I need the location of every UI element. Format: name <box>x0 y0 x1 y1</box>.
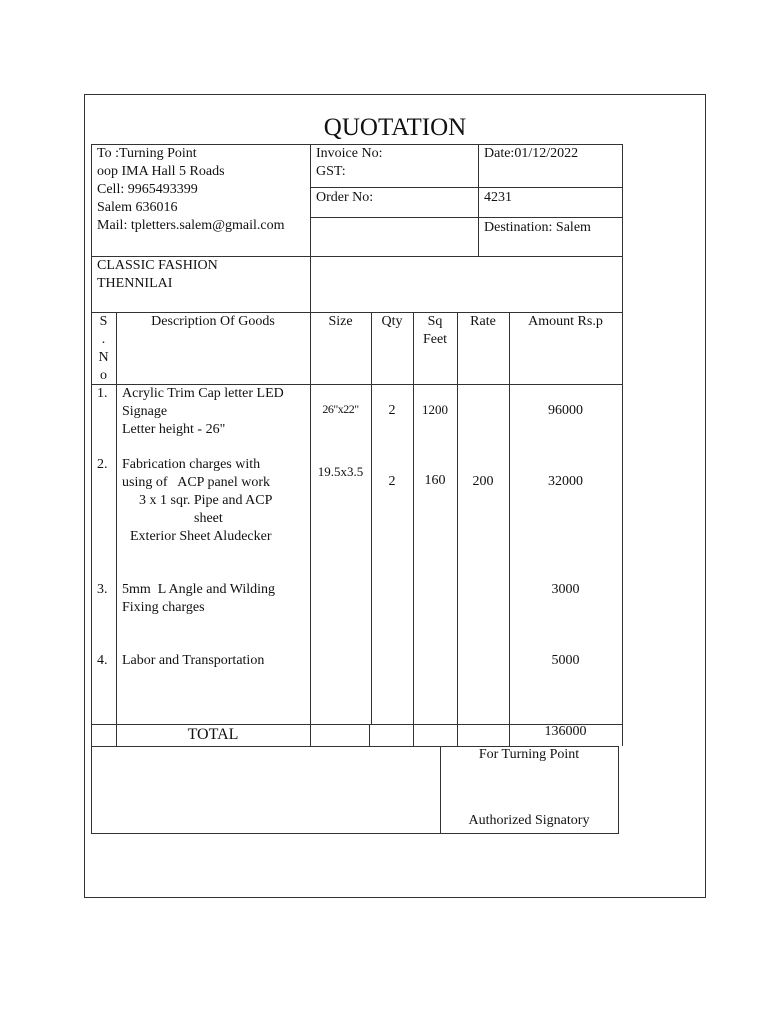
order-no-label: Order No: <box>316 190 374 205</box>
item-size: 19.5x3.5 <box>317 464 364 479</box>
customer-name: CLASSIC FASHION <box>97 258 218 273</box>
document-title: QUOTATION <box>323 114 467 141</box>
col-rate: Rate <box>470 314 496 329</box>
item-sqft: 160 <box>424 473 446 488</box>
item-amount: 96000 <box>548 403 583 418</box>
to-line: Salem 636016 <box>97 200 178 215</box>
page-border <box>84 94 706 898</box>
item-rate: 200 <box>472 474 494 489</box>
item-description: Acrylic Trim Cap letter LED Signage Letter… <box>122 386 284 437</box>
item-sno: 4. <box>97 653 108 668</box>
destination: Destination: Salem <box>484 220 591 235</box>
col-amount: Amount Rs.p <box>528 314 603 329</box>
item-qty: 2 <box>388 403 396 418</box>
authorized-signatory: Authorized Signatory <box>468 813 590 828</box>
item-sno: 3. <box>97 582 108 597</box>
to-line: oop IMA Hall 5 Roads <box>97 164 225 179</box>
item-sno: 2. <box>97 457 108 472</box>
total-amount: 136000 <box>544 724 587 739</box>
item-amount: 5000 <box>551 653 580 668</box>
to-line: To :Turning Point <box>97 146 197 161</box>
customer-place: THENNILAI <box>97 276 173 291</box>
item-sqft: 1200 <box>422 402 448 417</box>
invoice-no: Invoice No: <box>316 146 383 161</box>
gst: GST: <box>316 164 346 179</box>
item-qty: 2 <box>388 474 396 489</box>
total-label: TOTAL <box>187 726 239 743</box>
item-description: 5mm L Angle and Wilding Fixing charges <box>122 582 276 615</box>
item-size: 26"x22" <box>322 402 359 416</box>
col-size: Size <box>328 314 353 329</box>
item-description: Labor and Transportation <box>122 653 265 668</box>
col-qty: Qty <box>381 314 403 329</box>
order-no: 4231 <box>484 190 512 205</box>
col-description: Description Of Goods <box>151 314 275 329</box>
col-sqft: Sq Feet <box>422 314 448 347</box>
item-amount: 32000 <box>548 474 583 489</box>
item-description: Fabrication charges with using of ACP pa… <box>122 457 273 544</box>
to-address: To :Turning Point oop IMA Hall 5 Roads C… <box>97 145 284 235</box>
to-line: Cell: 9965493399 <box>97 182 198 197</box>
to-line: Mail: tpletters.salem@gmail.com <box>97 218 285 233</box>
item-amount: 3000 <box>551 582 580 597</box>
for-company: For Turning Point <box>478 747 580 762</box>
date: Date:01/12/2022 <box>484 146 579 161</box>
item-sno: 1. <box>97 386 108 401</box>
